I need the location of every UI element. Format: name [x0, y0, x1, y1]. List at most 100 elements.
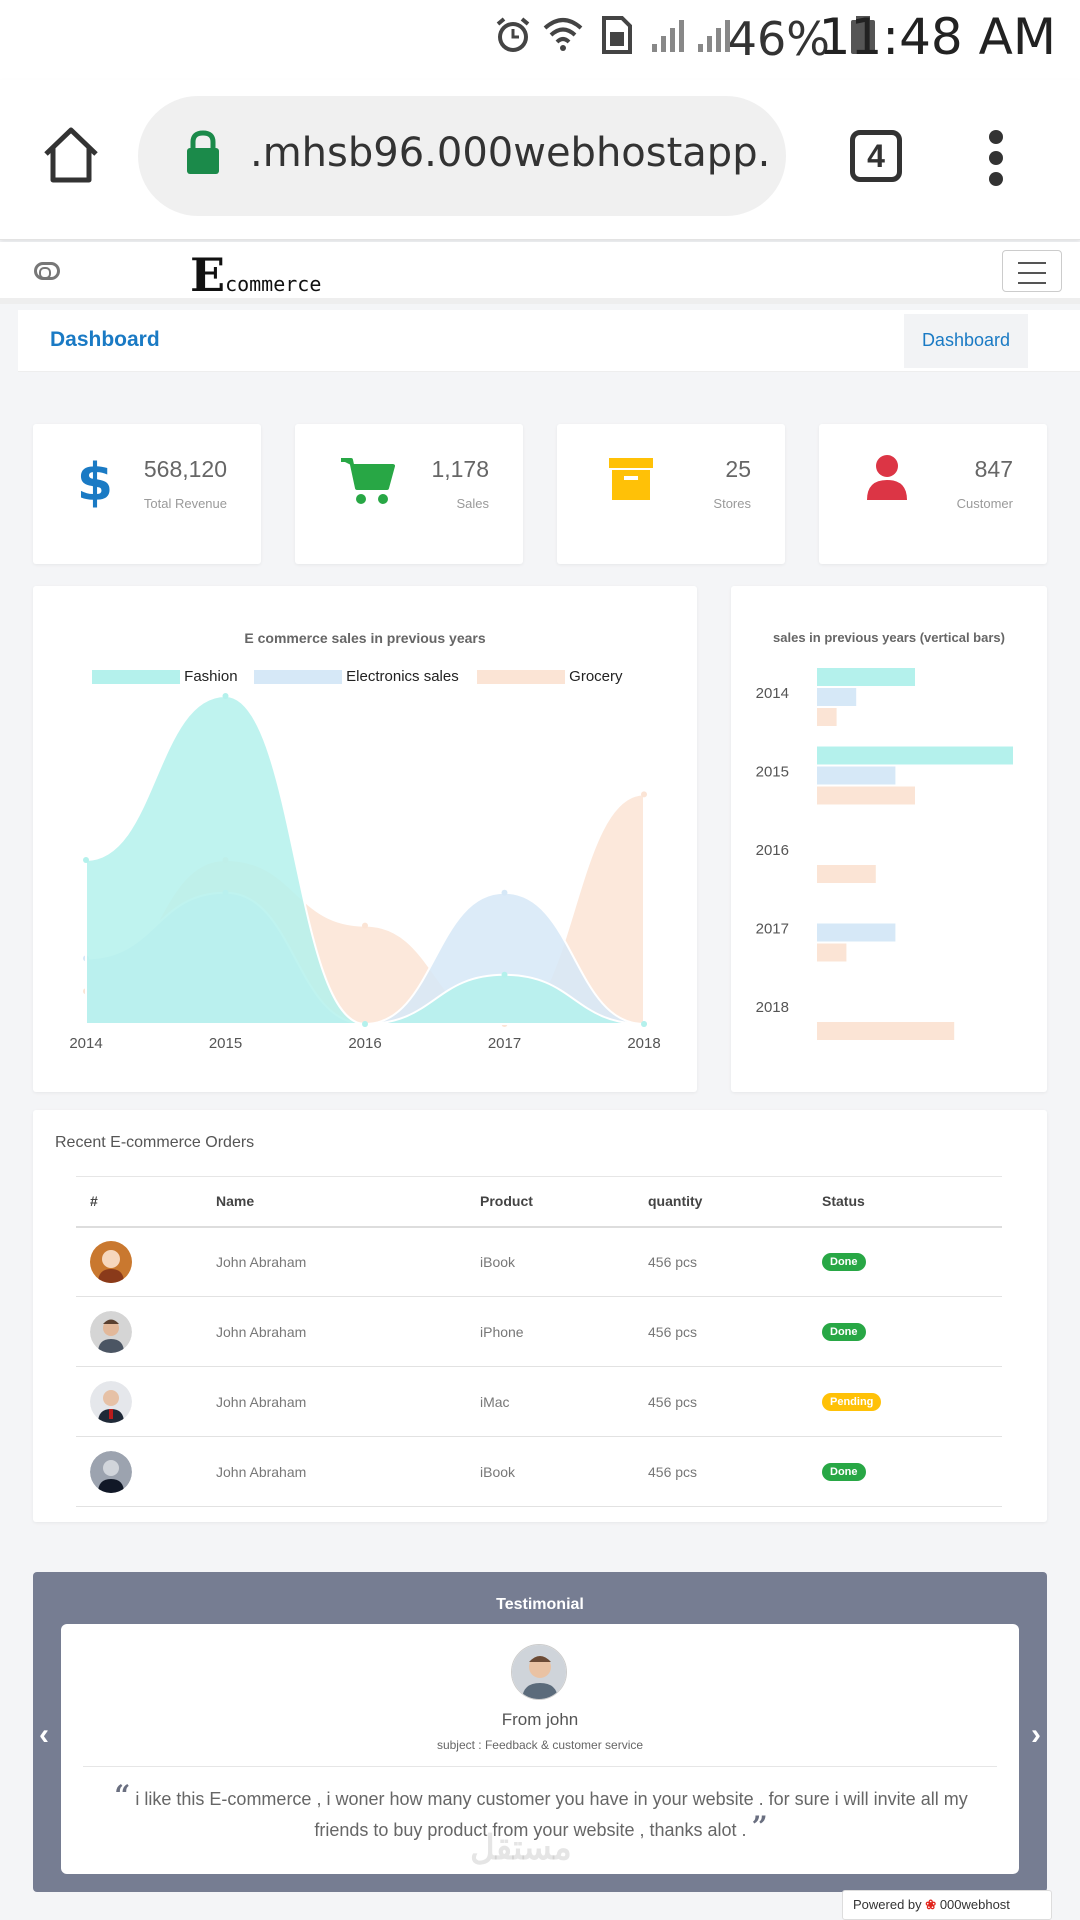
data-point[interactable]: [83, 857, 89, 863]
legend-grocery[interactable]: Grocery: [477, 668, 623, 685]
dollar-icon: $: [77, 453, 113, 508]
data-point[interactable]: [362, 1021, 368, 1027]
battery-percent: 46%: [727, 12, 830, 66]
breadcrumb-link[interactable]: Dashboard: [903, 314, 1028, 368]
col-header: Name: [216, 1176, 480, 1228]
status-badge: Done: [822, 1323, 866, 1341]
overflow-menu-icon[interactable]: [986, 130, 1006, 186]
logo-text: commerce: [225, 272, 322, 296]
quote-text: i like this E-commerce , i woner how man…: [135, 1789, 968, 1840]
sidebar-toggle-icon[interactable]: [34, 262, 60, 280]
tab-switcher-button[interactable]: 4: [850, 130, 902, 182]
data-point[interactable]: [641, 1021, 647, 1027]
wifi-icon: [543, 18, 583, 51]
logo[interactable]: Ecommerce: [190, 248, 321, 302]
avatar: [511, 1644, 567, 1700]
page-title: Dashboard: [50, 328, 160, 351]
bar-electronics-sales-2015[interactable]: [817, 766, 896, 785]
bar-fashion-2014[interactable]: [817, 668, 915, 686]
alarm-icon: [496, 17, 530, 52]
lock-icon: [187, 130, 219, 174]
signal-icon-2: [698, 20, 730, 52]
testimonial-subject: subject : Feedback & customer service: [436, 1738, 644, 1752]
table-row[interactable]: John Abraham iBook 456 pcs Done: [76, 1226, 1002, 1297]
bar-chart-title: sales in previous years (vertical bars): [773, 630, 1005, 645]
legend-electronics[interactable]: Electronics sales: [254, 668, 459, 685]
bar-grocery-2017[interactable]: [817, 943, 847, 962]
stat-value: 1,178: [431, 456, 489, 482]
area-chart-title: E commerce sales in previous years: [244, 630, 486, 646]
y-tick-label: 2014: [756, 685, 789, 702]
bar-electronics-sales-2014[interactable]: [817, 688, 857, 706]
cart-icon: [341, 458, 395, 504]
avatar: [90, 1240, 132, 1283]
testimonial-name: From john: [501, 1710, 579, 1729]
bar-grocery-2016[interactable]: [817, 865, 876, 883]
quote-close-icon: ”: [751, 1810, 768, 1843]
hamburger-menu-icon[interactable]: [1002, 250, 1062, 292]
data-point[interactable]: [362, 922, 368, 929]
cell-product: iPhone: [480, 1296, 648, 1367]
chevron-left-icon[interactable]: ‹: [39, 1718, 49, 1751]
powered-by-text: Powered by: [853, 1897, 922, 1912]
x-tick-label: 2016: [348, 1035, 381, 1052]
testimonial-quote: “ i like this E-commerce , i woner how m…: [101, 1782, 981, 1844]
area-chart: 2014 2015 2016 2017 2018: [69, 693, 661, 1052]
powered-brand: 000webhost: [939, 1897, 1010, 1912]
webhost-logo-icon: ❀: [925, 1897, 937, 1912]
svg-text:$: $: [77, 453, 113, 508]
user-icon: [867, 455, 907, 500]
data-point[interactable]: [501, 889, 508, 896]
data-point[interactable]: [222, 693, 229, 699]
bar-grocery-2014[interactable]: [817, 708, 837, 726]
stat-value: 847: [974, 456, 1013, 482]
stat-card-stores: 25 Stores: [557, 424, 785, 564]
sim-icon: [602, 16, 632, 54]
table-row[interactable]: John Abraham iMac 456 pcs Pending: [76, 1366, 1002, 1437]
cell-quantity: 456 pcs: [648, 1366, 822, 1437]
browser-toolbar: .mhsb96.000webhostapp.com 4: [0, 80, 1080, 240]
logo-initial: E: [190, 248, 226, 302]
divider: [83, 1766, 997, 1767]
status-bar: 46% 11:48 AM: [0, 0, 1080, 80]
bar-electronics-sales-2017[interactable]: [817, 923, 896, 942]
y-tick-label: 2017: [756, 921, 789, 938]
bar-grocery-2018[interactable]: [817, 1022, 955, 1040]
stat-value: 25: [725, 456, 751, 482]
app-navbar: Ecommerce: [0, 242, 1080, 304]
chevron-right-icon[interactable]: ›: [1031, 1718, 1041, 1751]
cell-name: John Abraham: [216, 1436, 480, 1507]
quote-open-icon: “: [114, 1779, 131, 1812]
testimonial-carousel: Testimonial ‹ › From john subject : Feed…: [33, 1572, 1047, 1892]
cell-name: John Abraham: [216, 1366, 480, 1437]
bar-grocery-2015[interactable]: [817, 786, 915, 805]
col-header: Status: [822, 1176, 1002, 1228]
data-point[interactable]: [501, 971, 508, 978]
cell-quantity: 456 pcs: [648, 1296, 822, 1367]
avatar: [90, 1380, 132, 1423]
legend-label: Grocery: [569, 668, 623, 685]
powered-by-badge[interactable]: Powered by ❀ 000webhost: [842, 1890, 1052, 1920]
bar-fashion-2015[interactable]: [817, 746, 1013, 765]
clock: 11:48 AM: [818, 8, 1056, 66]
area-series-fashion: [85, 694, 645, 1026]
table-header-row: # Name Product quantity Status: [76, 1176, 1002, 1228]
home-icon[interactable]: [40, 124, 102, 186]
legend-swatch: [92, 670, 180, 685]
stat-card-revenue: $ 568,120 Total Revenue: [33, 424, 261, 564]
legend-fashion[interactable]: Fashion: [92, 668, 238, 685]
stat-label: Stores: [713, 496, 751, 511]
testimonial-card: From john subject : Feedback & customer …: [61, 1624, 1019, 1874]
cell-product: iBook: [480, 1436, 648, 1507]
address-bar[interactable]: .mhsb96.000webhostapp.com: [138, 96, 786, 216]
col-header: Product: [480, 1176, 648, 1228]
battery-icon: [851, 16, 875, 54]
table-row[interactable]: John Abraham iBook 456 pcs Done: [76, 1436, 1002, 1507]
watermark: مستقل: [470, 1829, 572, 1867]
data-point[interactable]: [641, 791, 647, 798]
y-tick-label: 2015: [756, 764, 789, 781]
avatar: [90, 1310, 132, 1353]
col-header: quantity: [648, 1176, 822, 1228]
legend-label: Fashion: [184, 668, 238, 685]
table-row[interactable]: John Abraham iPhone 456 pcs Done: [76, 1296, 1002, 1367]
